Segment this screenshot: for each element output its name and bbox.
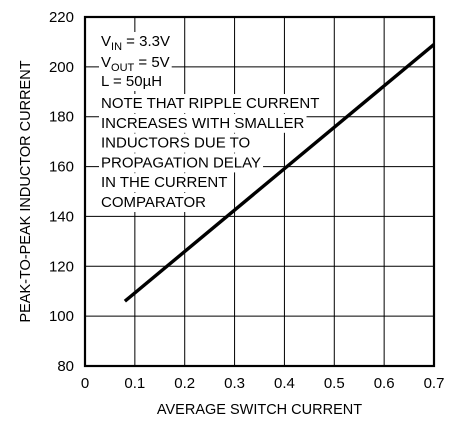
annotation-mask-2 bbox=[99, 72, 165, 91]
annotation-block: VIN = 3.3V VOUT = 5V L = 50µH NOTE THAT … bbox=[101, 33, 319, 211]
y-tick-label: 180 bbox=[49, 109, 74, 126]
vin-value: = 3.3V bbox=[122, 33, 170, 50]
y-tick-label: 200 bbox=[49, 59, 74, 76]
annotation-mask-3 bbox=[99, 94, 322, 113]
annotation-backgrounds bbox=[99, 32, 322, 212]
x-tick-label: 0.7 bbox=[424, 375, 445, 392]
annotation-mask-5 bbox=[99, 133, 253, 153]
y-axis-ticks: 80 100 120 140 160 180 200 220 bbox=[49, 9, 74, 375]
y-tick-label: 120 bbox=[49, 258, 74, 275]
x-tick-label: 0 bbox=[81, 375, 89, 392]
y-tick-label: 100 bbox=[49, 308, 74, 325]
y-tick-label: 220 bbox=[49, 9, 74, 26]
x-tick-label: 0.3 bbox=[224, 375, 245, 392]
x-tick-label: 0.1 bbox=[124, 375, 145, 392]
vout-value: = 5V bbox=[134, 54, 169, 71]
x-tick-label: 0.2 bbox=[174, 375, 195, 392]
note-line: NOTE THAT RIPPLE CURRENT bbox=[101, 95, 319, 112]
note-line: INCREASES WITH SMALLER bbox=[101, 115, 305, 132]
annotation-mask-1 bbox=[99, 53, 172, 75]
x-axis-ticks: 0 0.1 0.2 0.3 0.4 0.5 0.6 0.7 bbox=[81, 375, 445, 392]
annotation-mask-0 bbox=[99, 32, 172, 54]
note-line: PROPAGATION DELAY bbox=[101, 154, 261, 171]
series-line-0 bbox=[123, 43, 436, 303]
note-lines: NOTE THAT RIPPLE CURRENT INCREASES WITH S… bbox=[101, 95, 319, 211]
y-tick-label: 80 bbox=[57, 358, 74, 375]
plot-frame bbox=[83, 15, 436, 368]
x-tick-label: 0.4 bbox=[274, 375, 295, 392]
note-line: IN THE CURRENT bbox=[101, 174, 227, 191]
vout-symbol: V bbox=[101, 54, 111, 71]
annotation-mask-7 bbox=[99, 173, 230, 193]
vin-annotation: VIN = 3.3V bbox=[101, 33, 170, 53]
y-axis-title: PEAK-TO-PEAK INDUCTOR CURRENT bbox=[18, 60, 34, 322]
vin-symbol: V bbox=[101, 33, 111, 50]
y-tick-label: 160 bbox=[49, 159, 74, 176]
series-group bbox=[123, 43, 436, 303]
y-tick-label: 140 bbox=[49, 208, 74, 225]
vout-annotation: VOUT = 5V bbox=[101, 54, 170, 74]
x-tick-label: 0.5 bbox=[324, 375, 345, 392]
inductance-annotation: L = 50µH bbox=[101, 73, 162, 90]
note-line: COMPARATOR bbox=[101, 194, 206, 211]
annotation-mask-4 bbox=[99, 113, 307, 133]
x-tick-label: 0.6 bbox=[374, 375, 395, 392]
note-line: INDUCTORS DUE TO bbox=[101, 135, 250, 152]
vout-subscript: OUT bbox=[111, 62, 135, 74]
vin-subscript: IN bbox=[111, 41, 122, 53]
annotation-mask-6 bbox=[99, 153, 264, 173]
x-axis-title: AVERAGE SWITCH CURRENT bbox=[157, 402, 362, 418]
annotation-mask-8 bbox=[99, 193, 209, 212]
